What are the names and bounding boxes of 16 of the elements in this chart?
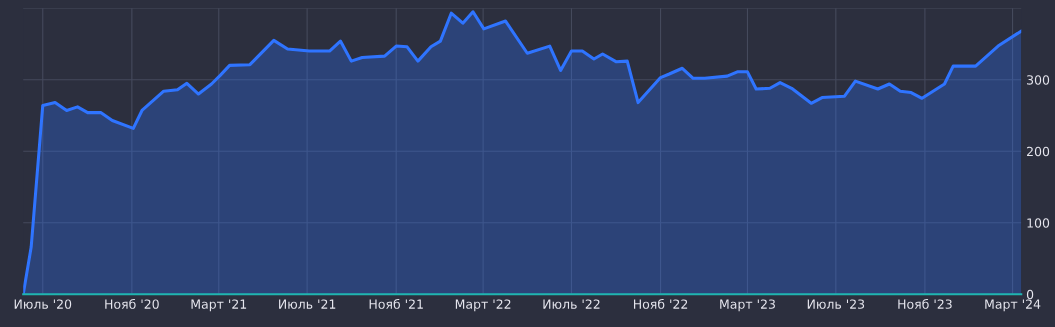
x-tick-label: Июль '23 [807, 299, 865, 309]
x-tick-label: Июль '21 [279, 299, 336, 309]
y-tick-label: 0 [1026, 289, 1034, 300]
x-tick-label: Нояб '22 [633, 298, 688, 309]
y-tick-label: 100 [1027, 218, 1050, 228]
x-tick-label: Март '24 [985, 299, 1041, 312]
x-tick-label: Июль '20 [14, 299, 72, 309]
x-tick-label: Нояб '21 [369, 298, 423, 309]
x-tick-label: Июль '22 [543, 299, 600, 309]
y-tick-label: 200 [1027, 146, 1050, 157]
x-tick-label: Март '23 [720, 299, 775, 312]
x-tick-label: Нояб '20 [105, 298, 159, 309]
x-tick-label: Март '21 [191, 299, 247, 312]
x-tick-label: Нояб '23 [898, 298, 952, 309]
y-tick-label: 300 [1027, 75, 1050, 85]
x-tick-label: Март '22 [455, 299, 511, 312]
